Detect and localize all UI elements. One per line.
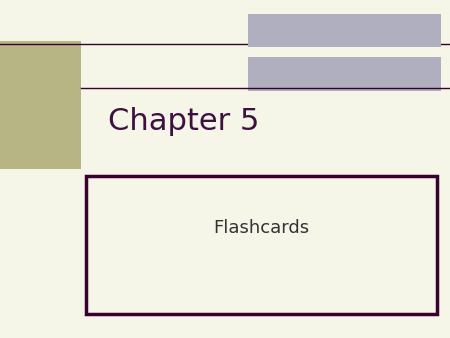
Bar xyxy=(248,14,441,47)
Bar xyxy=(0,41,81,169)
Bar xyxy=(248,57,441,91)
Bar xyxy=(86,176,436,314)
Text: Chapter 5: Chapter 5 xyxy=(108,107,259,136)
Text: Flashcards: Flashcards xyxy=(213,219,309,237)
